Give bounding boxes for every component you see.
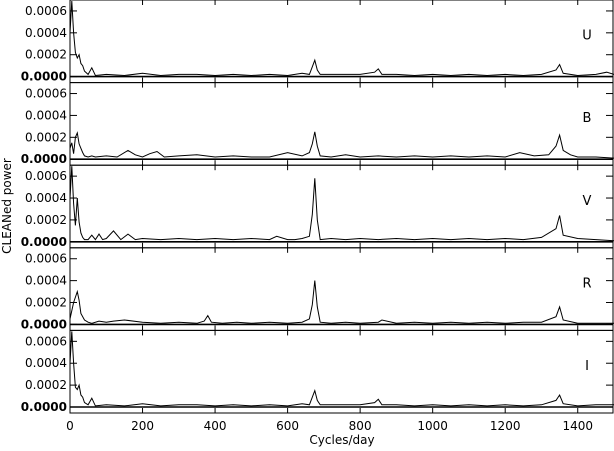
y-tick-label: 0.0002 bbox=[25, 48, 67, 62]
x-tick-label: 200 bbox=[131, 419, 154, 433]
y-tick-label: 0.0004 bbox=[25, 26, 67, 40]
panel-label: V bbox=[583, 194, 592, 209]
panel-label: R bbox=[582, 276, 591, 291]
y-tick-label: 0.0006 bbox=[25, 169, 67, 183]
x-tick-label: 0 bbox=[66, 419, 74, 433]
x-axis: 0 200 400 600 800 1000 1200 1400 bbox=[66, 419, 593, 433]
series-line bbox=[69, 331, 614, 407]
panel-i: 0.0000 0.0002 0.0004 0.0006 I bbox=[21, 329, 614, 414]
series-line bbox=[69, 280, 614, 324]
x-axis-title: Cycles/day bbox=[309, 433, 374, 447]
panel-u: 0.0000 0.0002 0.0004 0.0006 U bbox=[21, 0, 614, 84]
y-tick-label: 0.0004 bbox=[25, 191, 67, 205]
panel-label: B bbox=[583, 111, 592, 126]
y-tick-label: 0.0004 bbox=[25, 108, 67, 122]
panel-frame bbox=[69, 164, 614, 249]
series-line bbox=[69, 131, 614, 159]
panel-r: 0.0000 0.0002 0.0004 0.0006 R bbox=[21, 247, 614, 331]
x-tick-label: 1200 bbox=[490, 419, 521, 433]
y-tick-label: 0.0004 bbox=[25, 356, 67, 370]
panel-frame bbox=[69, 247, 614, 331]
y-tick-label: 0.0004 bbox=[25, 274, 67, 288]
panel-v: 0.0000 0.0002 0.0004 0.0006 V bbox=[21, 164, 614, 249]
panels-group: 0.00000.00020.00040.0006U0.00000.00020.0… bbox=[21, 0, 614, 414]
y-tick-label: 0.0000 bbox=[21, 70, 67, 84]
x-tick-label: 400 bbox=[204, 419, 227, 433]
x-tick-label: 1000 bbox=[417, 419, 448, 433]
y-tick-label: 0.0002 bbox=[25, 296, 67, 310]
x-tick-label: 600 bbox=[276, 419, 299, 433]
panel-frame bbox=[69, 329, 614, 414]
series-line bbox=[69, 0, 614, 77]
y-tick-label: 0.0002 bbox=[25, 378, 67, 392]
y-tick-label: 0.0006 bbox=[25, 334, 67, 348]
y-axis-title: CLEANed power bbox=[0, 158, 14, 254]
x-tick-label: 800 bbox=[349, 419, 372, 433]
y-tick-label: 0.0000 bbox=[21, 400, 67, 414]
y-tick-label: 0.0006 bbox=[25, 4, 67, 18]
panel-frame bbox=[69, 0, 614, 84]
panel-label: I bbox=[585, 359, 589, 374]
y-tick-label: 0.0006 bbox=[25, 87, 67, 101]
series-line bbox=[69, 166, 614, 242]
panel-b: 0.0000 0.0002 0.0004 0.0006 B bbox=[21, 82, 614, 166]
y-tick-label: 0.0006 bbox=[25, 252, 67, 266]
y-tick-label: 0.0000 bbox=[21, 317, 67, 331]
panel-label: U bbox=[582, 29, 592, 44]
y-tick-label: 0.0002 bbox=[25, 130, 67, 144]
x-tick-label: 1400 bbox=[562, 419, 593, 433]
y-tick-label: 0.0000 bbox=[21, 235, 67, 249]
y-tick-label: 0.0002 bbox=[25, 213, 67, 227]
y-tick-label: 0.0000 bbox=[21, 152, 67, 166]
